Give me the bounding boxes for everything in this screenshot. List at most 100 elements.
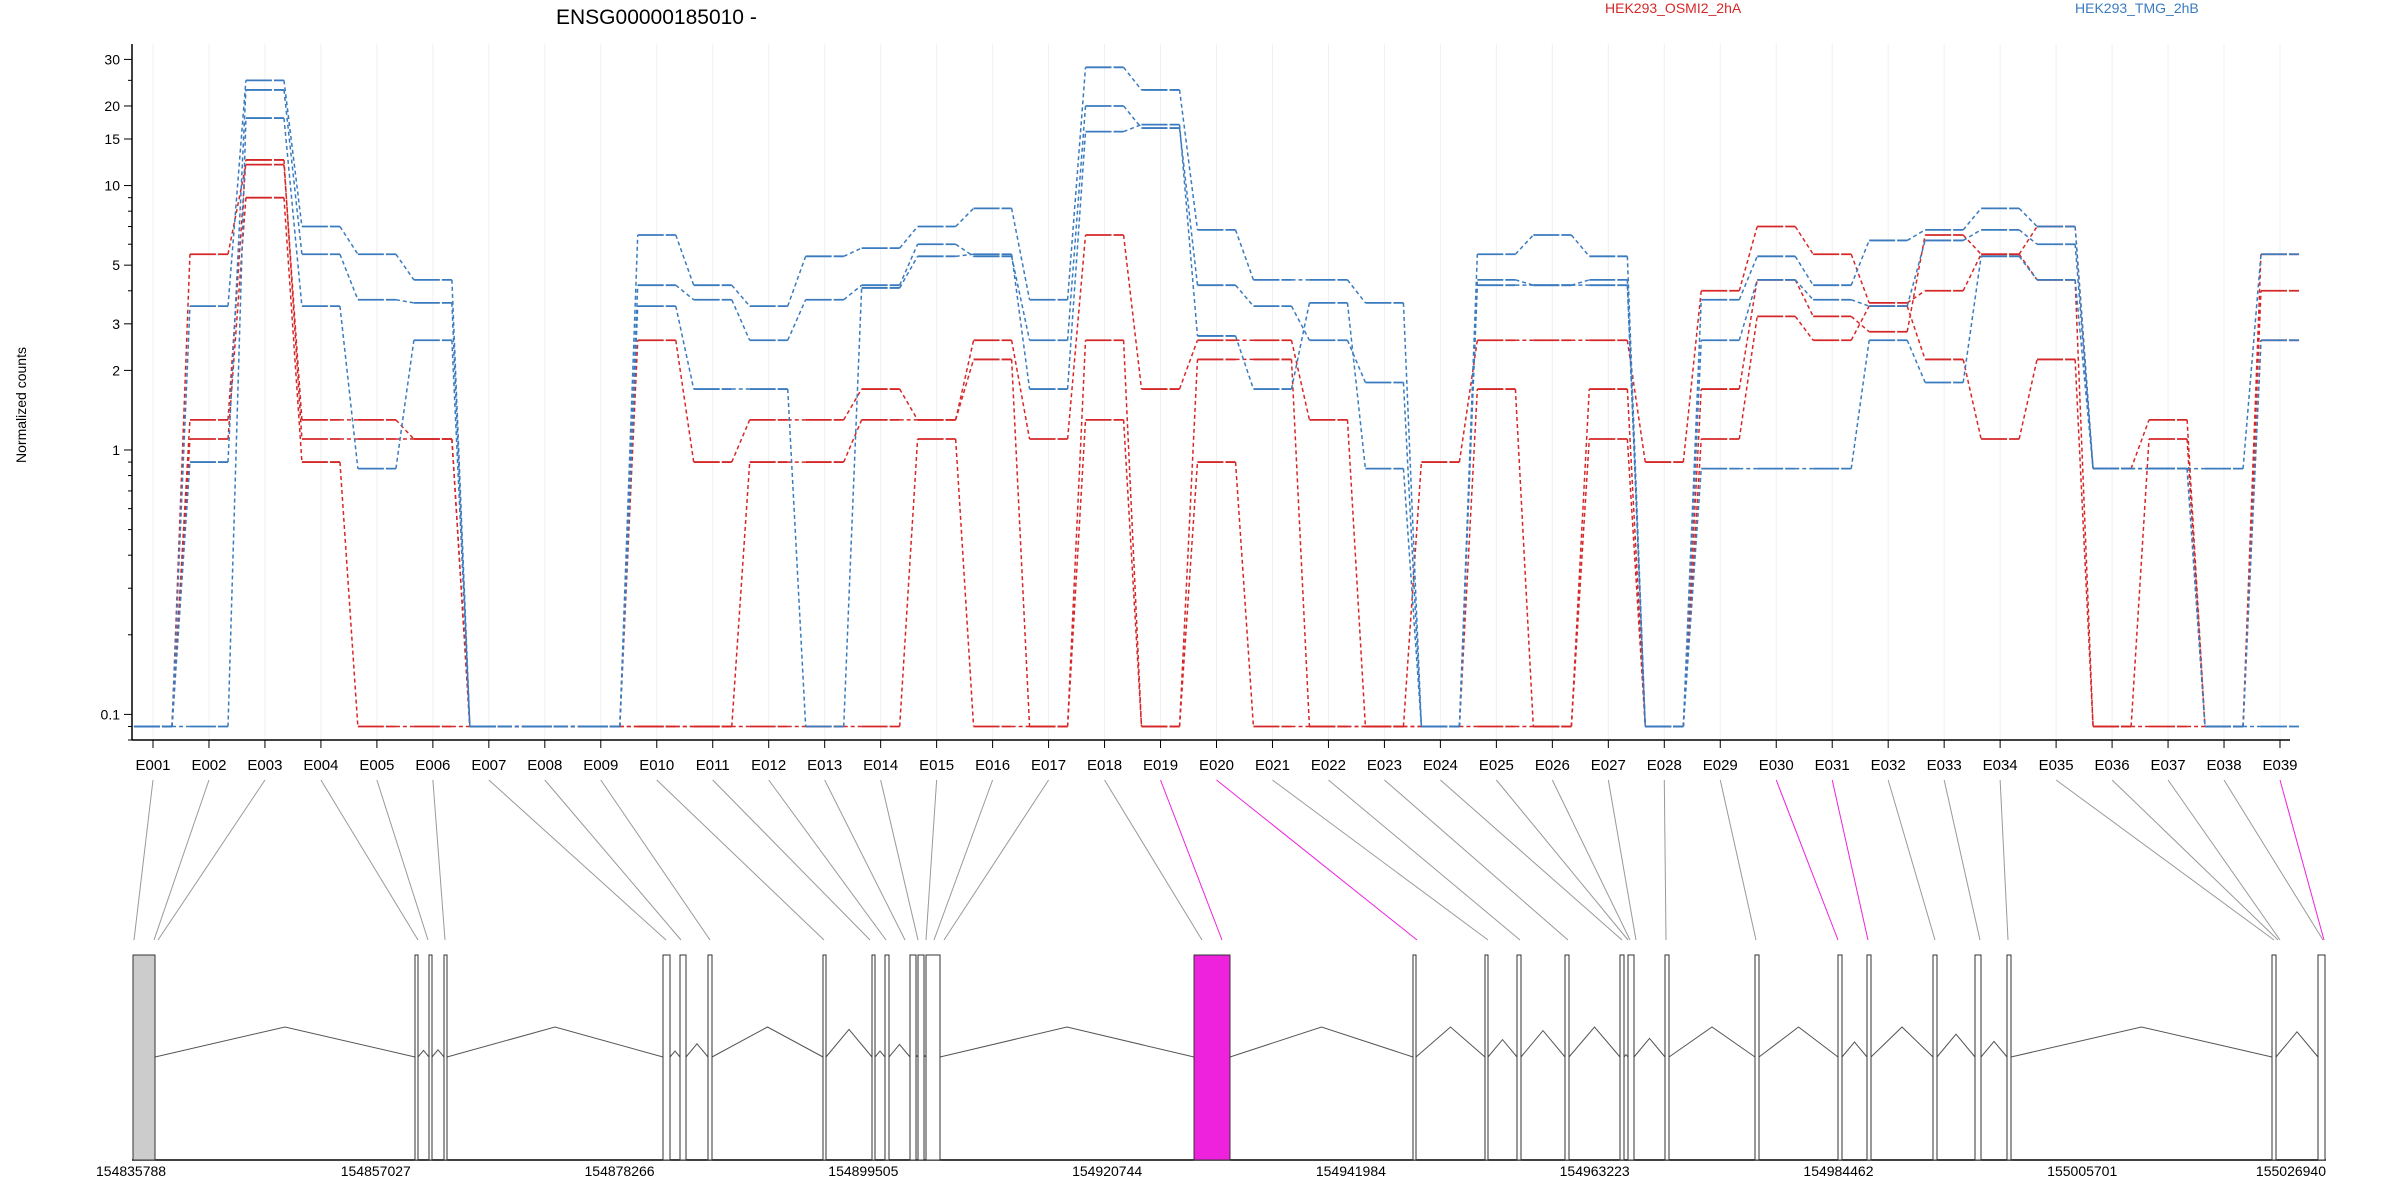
series-connector: [2018, 255, 2038, 281]
series-connector: [899, 243, 919, 286]
y-tick-label: 10: [104, 178, 120, 194]
intron: [1415, 1026, 1486, 1058]
series-connector: [1514, 234, 1534, 255]
series-connector: [731, 299, 751, 341]
series-connector: [2074, 226, 2094, 469]
series-connector: [171, 438, 191, 727]
series-connector: [2242, 340, 2262, 727]
series-connector: [1123, 123, 1142, 133]
exon-connector: [488, 779, 667, 941]
data-series: [133, 66, 2300, 728]
series-connector: [1850, 315, 1870, 333]
exon-connector: [376, 779, 429, 941]
series-connector: [395, 253, 415, 281]
exon-label: E036: [2095, 757, 2130, 774]
exon-block: [925, 954, 941, 1161]
series-connector: [1290, 302, 1311, 390]
intron: [1520, 1029, 1566, 1058]
series-connector: [451, 279, 471, 727]
intron: [1841, 1041, 1868, 1058]
series-connector: [899, 226, 919, 249]
series-connector: [395, 298, 414, 304]
series-connector: [339, 306, 359, 469]
exon-connector: [2279, 779, 2325, 941]
series-connector: [1458, 279, 1479, 727]
exon-connectors: [133, 779, 2325, 941]
y-axis: 0.1 1 2 3 5 10 15 20 30: [101, 44, 133, 741]
series-connector: [1402, 382, 1423, 727]
exon-connector: [1216, 779, 1418, 941]
intron: [874, 1050, 886, 1058]
exon-label: E022: [1311, 757, 1346, 774]
exon-block: [707, 954, 713, 1161]
exon-label: E020: [1199, 757, 1234, 774]
series-connector: [1738, 226, 1758, 291]
exon-block: [428, 954, 433, 1161]
exon-label: E030: [1759, 757, 1794, 774]
series-connector: [1738, 256, 1758, 301]
series-connector: [283, 89, 303, 255]
series-connector: [2074, 244, 2094, 469]
coordinate-label: 154878266: [585, 1163, 655, 1179]
series-connector: [1962, 253, 1982, 292]
exon-block: [1619, 954, 1625, 1161]
exon-connector: [1160, 779, 1223, 941]
series-connector: [171, 419, 191, 727]
exon-block: [2006, 954, 2012, 1161]
series-connector: [1850, 240, 1870, 286]
y-tick-label: 5: [112, 257, 120, 273]
series-connector: [1571, 279, 1590, 286]
exon-connector: [133, 779, 154, 941]
coordinate-label: 154835788: [96, 1163, 166, 1179]
series-connector: [1178, 127, 1199, 286]
series-connector: [1626, 438, 1647, 727]
series-connector: [1794, 315, 1814, 341]
exon-label: E032: [1871, 757, 1906, 774]
exon-connector: [1495, 779, 1629, 941]
series-connector: [1010, 359, 1031, 727]
series-connector: [1346, 279, 1366, 304]
series-connector: [1122, 419, 1143, 727]
series-connector: [1738, 279, 1758, 390]
series-connector: [619, 235, 639, 727]
series-connector: [1906, 305, 1926, 360]
exon-block: [679, 954, 687, 1161]
series-connector: [1123, 105, 1143, 129]
series-connector: [1066, 131, 1087, 390]
series-connector: [843, 284, 863, 301]
exon-label: E038: [2207, 757, 2242, 774]
exon-label: E025: [1479, 757, 1514, 774]
exon-label: E029: [1703, 757, 1738, 774]
series-connector: [786, 388, 807, 727]
series-connector: [1850, 305, 1870, 341]
intron: [685, 1043, 709, 1058]
series-connector: [1122, 66, 1143, 91]
series-connector: [171, 462, 191, 727]
series-connector: [1626, 256, 1647, 727]
exon-connector: [2055, 779, 2275, 941]
series-connector: [227, 197, 247, 440]
series-connector: [1066, 67, 1087, 300]
vertical-gridlines: [152, 44, 2281, 740]
intron: [825, 1028, 873, 1058]
series-connector: [1626, 285, 1647, 727]
coordinate-label: 154857027: [341, 1163, 411, 1179]
series-connector: [1066, 105, 1087, 341]
series-connector: [1906, 339, 1926, 383]
series-connector: [1066, 419, 1087, 727]
series-connector: [1515, 279, 1534, 286]
series-connector: [2130, 419, 2150, 469]
series-connector: [1178, 359, 1199, 727]
series-connector: [2186, 419, 2206, 727]
y-tick-label: 20: [104, 98, 120, 114]
exon-connector: [1551, 779, 1631, 941]
series-connector: [2074, 279, 2094, 727]
exon-label: E027: [1591, 757, 1626, 774]
y-tick-label: 1: [112, 442, 120, 458]
series-connector: [1962, 207, 1982, 231]
exon-block: [1516, 954, 1522, 1161]
series-connector: [1906, 290, 1926, 304]
exon-block: [1484, 954, 1489, 1161]
series-connector: [227, 80, 247, 307]
exon-block: [871, 954, 876, 1161]
